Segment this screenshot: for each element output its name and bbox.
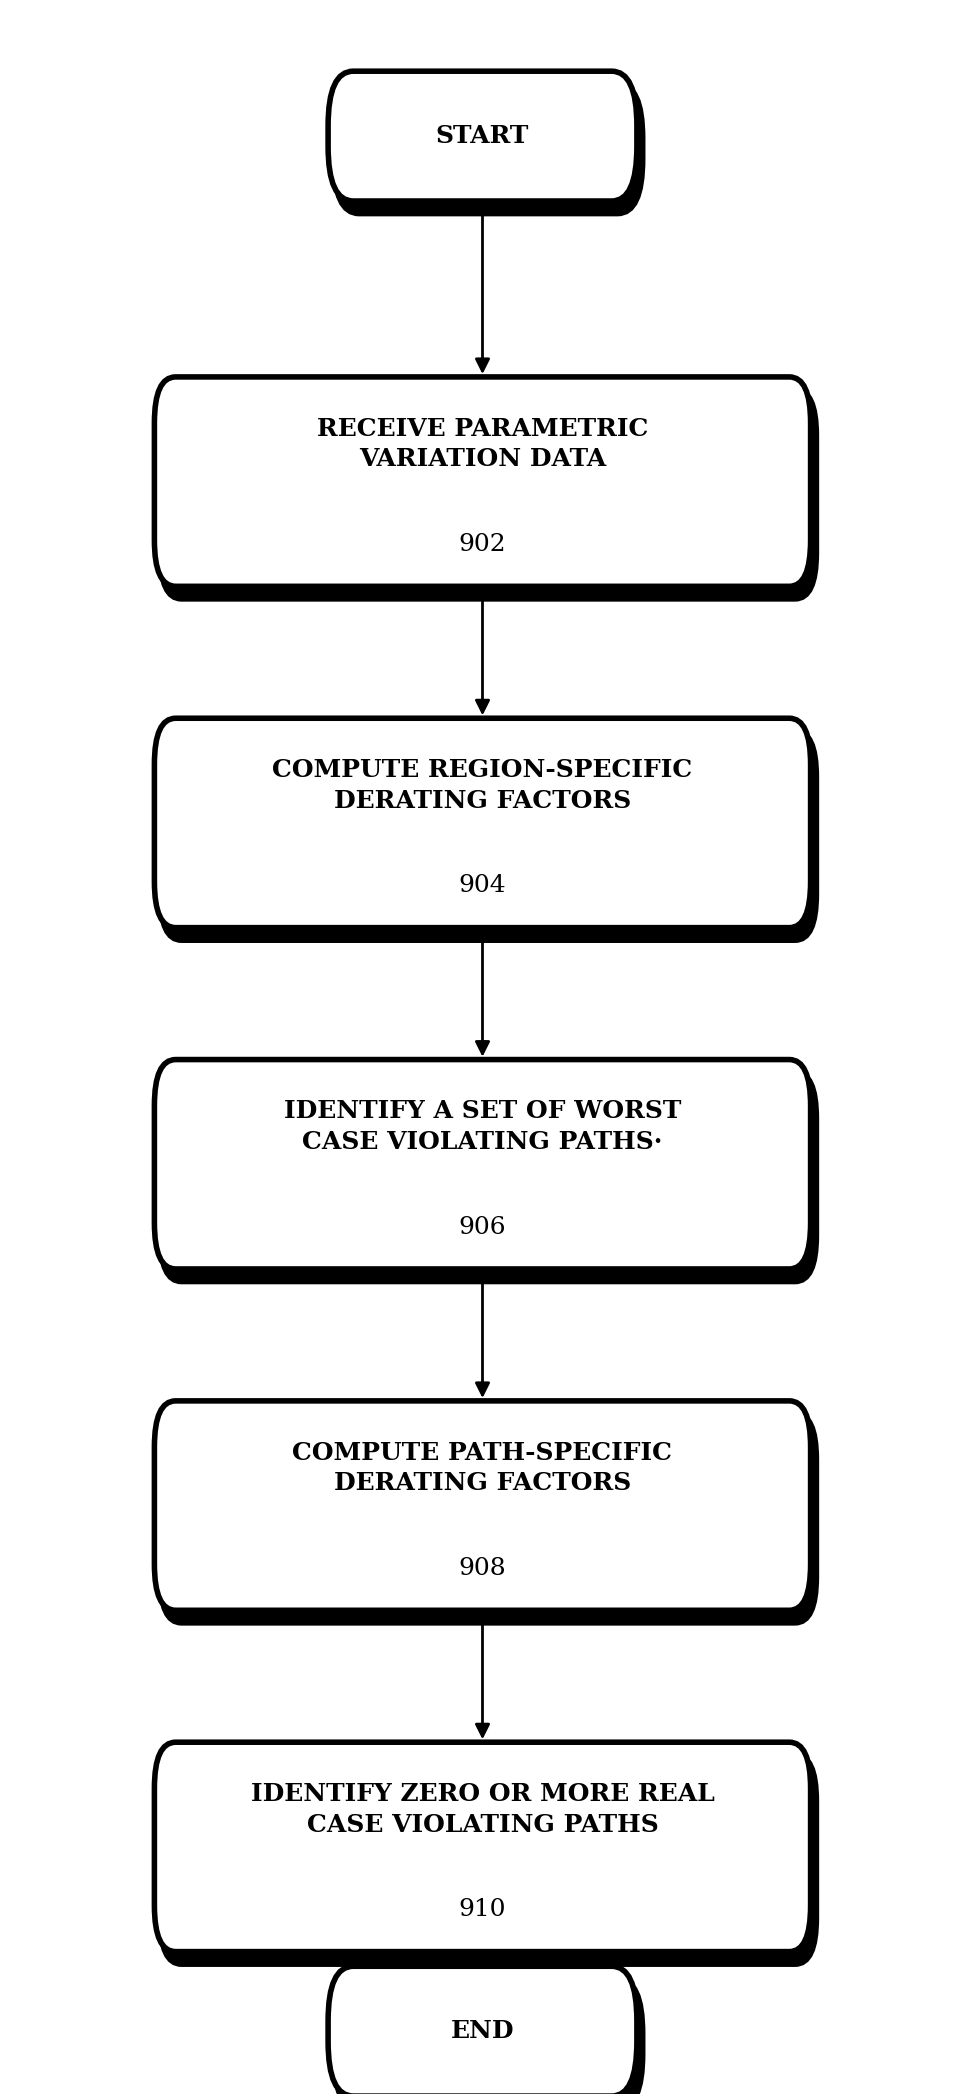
FancyBboxPatch shape <box>160 1072 816 1282</box>
FancyBboxPatch shape <box>328 71 637 201</box>
Text: 902: 902 <box>458 534 507 555</box>
FancyBboxPatch shape <box>154 1060 811 1269</box>
FancyBboxPatch shape <box>154 377 811 586</box>
Text: COMPUTE PATH-SPECIFIC
DERATING FACTORS: COMPUTE PATH-SPECIFIC DERATING FACTORS <box>292 1441 673 1495</box>
FancyBboxPatch shape <box>334 1979 643 2094</box>
FancyBboxPatch shape <box>160 1413 816 1623</box>
FancyBboxPatch shape <box>160 1755 816 1964</box>
Text: END: END <box>451 2019 514 2044</box>
Text: RECEIVE PARAMETRIC
VARIATION DATA: RECEIVE PARAMETRIC VARIATION DATA <box>317 417 648 471</box>
FancyBboxPatch shape <box>160 389 816 599</box>
FancyBboxPatch shape <box>154 1742 811 1952</box>
Text: 904: 904 <box>458 875 507 896</box>
FancyBboxPatch shape <box>154 718 811 928</box>
FancyBboxPatch shape <box>160 731 816 940</box>
Text: COMPUTE REGION-SPECIFIC
DERATING FACTORS: COMPUTE REGION-SPECIFIC DERATING FACTORS <box>272 758 693 812</box>
Text: IDENTIFY A SET OF WORST
CASE VIOLATING PATHS·: IDENTIFY A SET OF WORST CASE VIOLATING P… <box>284 1099 681 1154</box>
FancyBboxPatch shape <box>334 84 643 214</box>
Text: 910: 910 <box>458 1899 507 1920</box>
FancyBboxPatch shape <box>154 1401 811 1610</box>
Text: 906: 906 <box>458 1217 507 1238</box>
Text: 908: 908 <box>458 1558 507 1579</box>
Text: START: START <box>436 124 529 149</box>
FancyBboxPatch shape <box>328 1966 637 2094</box>
Text: IDENTIFY ZERO OR MORE REAL
CASE VIOLATING PATHS: IDENTIFY ZERO OR MORE REAL CASE VIOLATIN… <box>251 1782 714 1836</box>
